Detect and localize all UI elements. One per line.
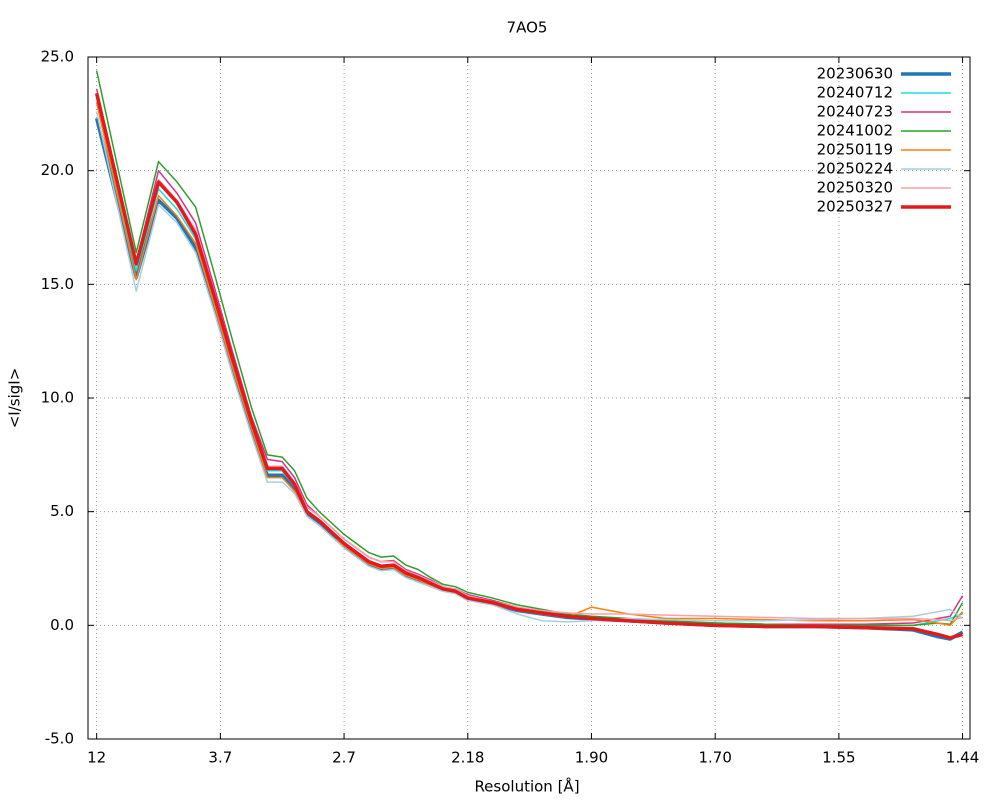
y-tick-label: 10.0: [41, 389, 74, 407]
y-axis-label: <I/sigI>: [6, 368, 24, 429]
legend-label: 20230630: [817, 65, 893, 83]
legend-label: 20250327: [817, 198, 893, 216]
y-tick-label: 20.0: [41, 161, 74, 179]
y-tick-label: -5.0: [45, 730, 74, 748]
legend-label: 20240712: [817, 84, 893, 102]
y-tick-label: 25.0: [41, 48, 74, 66]
series-line: [95, 102, 964, 627]
y-tick-label: 15.0: [41, 275, 74, 293]
plot-border: [87, 56, 971, 740]
legend-label: 20250320: [817, 179, 893, 197]
series-line: [94, 92, 964, 640]
x-tick-label: 2.7: [332, 749, 356, 767]
chart-title: 7AO5: [507, 19, 548, 37]
series-line: [95, 70, 964, 627]
x-tick-label: 1.70: [698, 749, 731, 767]
x-tick-label: 3.7: [208, 749, 232, 767]
legend-label: 20250119: [817, 141, 893, 159]
legend-label: 20241002: [817, 122, 893, 140]
x-tick-label: 1.44: [946, 749, 979, 767]
y-tick-label: 0.0: [50, 616, 74, 634]
series-line: [95, 111, 964, 623]
x-tick-label: 2.18: [451, 749, 484, 767]
y-tick-label: 5.0: [50, 502, 74, 520]
legend-label: 20250224: [817, 160, 893, 178]
legend-label: 20240723: [817, 103, 893, 121]
x-axis-label: Resolution [Å]: [474, 777, 579, 796]
x-tick-label: 1.90: [575, 749, 608, 767]
x-tick-label: 12: [87, 749, 106, 767]
x-tick-label: 1.55: [822, 749, 855, 767]
